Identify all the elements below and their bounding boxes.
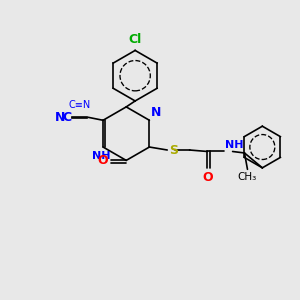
Text: O: O [98, 154, 108, 167]
Text: Cl: Cl [128, 33, 142, 46]
Text: C≡N: C≡N [68, 100, 90, 110]
Text: N: N [151, 106, 161, 119]
Text: N: N [55, 111, 65, 124]
Text: NH: NH [92, 152, 111, 161]
Text: S: S [169, 143, 178, 157]
Text: NH: NH [225, 140, 244, 150]
Text: C: C [63, 111, 72, 124]
Text: CH₃: CH₃ [238, 172, 257, 182]
Text: O: O [202, 171, 213, 184]
